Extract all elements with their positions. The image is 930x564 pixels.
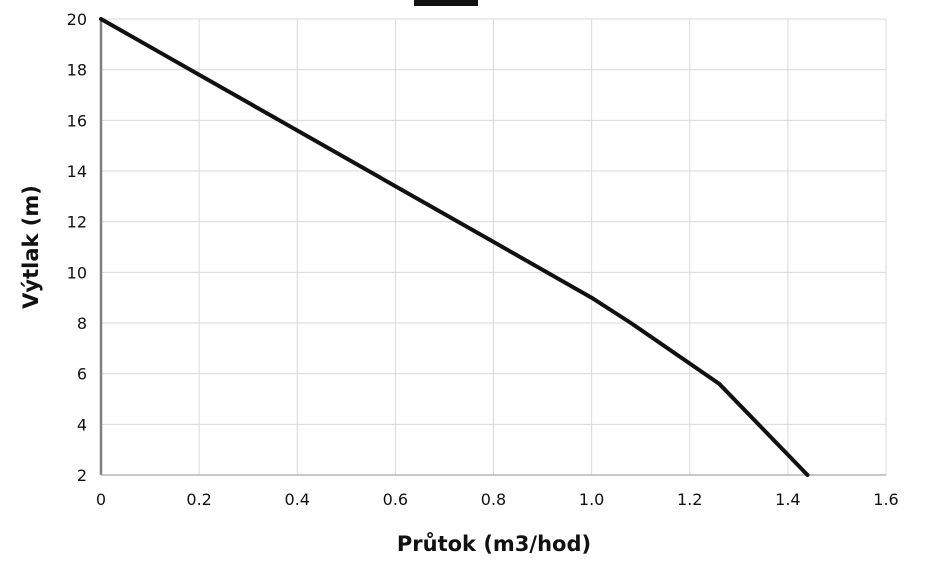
y-tick-label: 16	[67, 111, 87, 130]
x-tick-label: 0.4	[285, 490, 310, 509]
y-tick-label: 6	[77, 365, 87, 384]
y-tick-label: 20	[67, 10, 87, 29]
x-tick-label: 0.2	[186, 490, 211, 509]
y-tick-labels: 2 4 6 8 10 12 14 16 18 20	[67, 10, 87, 485]
x-tick-label: 0.6	[383, 490, 408, 509]
y-tick-label: 14	[67, 162, 87, 181]
legend-swatch	[414, 0, 478, 6]
x-tick-label: 0	[96, 490, 106, 509]
x-axis-label: Průtok (m3/hod)	[397, 532, 591, 556]
y-tick-label: 2	[77, 466, 87, 485]
x-tick-label: 1.0	[579, 490, 604, 509]
y-tick-label: 18	[67, 61, 87, 80]
series-layer	[99, 17, 810, 477]
x-tick-label: 1.6	[873, 490, 898, 509]
x-tick-label: 0.8	[481, 490, 506, 509]
series-line	[99, 17, 810, 477]
x-tick-label: 1.4	[775, 490, 800, 509]
grid	[100, 18, 887, 476]
x-tick-labels: 0 0.2 0.4 0.6 0.8 1.0 1.2 1.4 1.6	[96, 490, 899, 509]
y-tick-label: 12	[67, 213, 87, 232]
x-tick-label: 1.2	[677, 490, 702, 509]
axes	[99, 19, 886, 476]
y-tick-label: 10	[67, 263, 87, 282]
y-tick-label: 4	[77, 415, 87, 434]
y-axis-label: Výtlak (m)	[19, 185, 43, 309]
y-tick-label: 8	[77, 314, 87, 333]
